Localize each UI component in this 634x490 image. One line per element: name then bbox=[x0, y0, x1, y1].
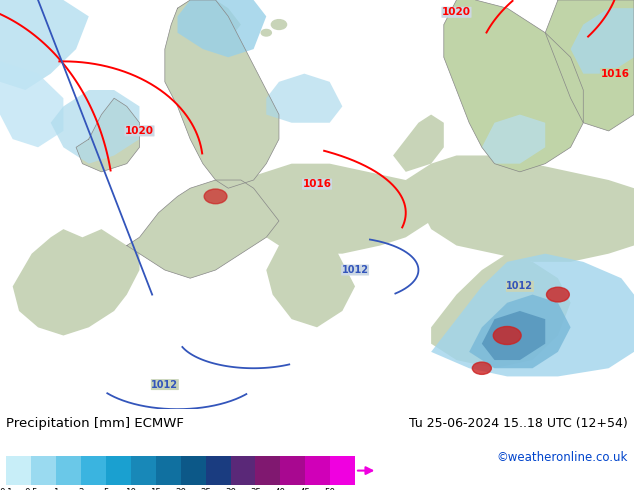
Text: 5: 5 bbox=[103, 489, 108, 490]
Bar bbox=[156, 456, 181, 485]
Polygon shape bbox=[431, 254, 571, 368]
Bar bbox=[231, 456, 256, 485]
Polygon shape bbox=[76, 98, 139, 172]
Text: 1020: 1020 bbox=[125, 126, 154, 136]
Polygon shape bbox=[482, 311, 545, 360]
Bar bbox=[305, 456, 330, 485]
Bar bbox=[6, 456, 31, 485]
Text: 1016: 1016 bbox=[600, 69, 630, 79]
Circle shape bbox=[204, 189, 227, 204]
Text: 1012: 1012 bbox=[152, 380, 178, 390]
Bar bbox=[31, 456, 56, 485]
Polygon shape bbox=[571, 8, 634, 74]
Text: ©weatheronline.co.uk: ©weatheronline.co.uk bbox=[496, 451, 628, 464]
Text: 0.5: 0.5 bbox=[25, 489, 38, 490]
Polygon shape bbox=[444, 0, 583, 172]
Circle shape bbox=[261, 29, 271, 36]
Text: Tu 25-06-2024 15..18 UTC (12+54): Tu 25-06-2024 15..18 UTC (12+54) bbox=[409, 417, 628, 430]
Polygon shape bbox=[545, 0, 634, 131]
Polygon shape bbox=[431, 254, 634, 376]
Polygon shape bbox=[165, 0, 279, 188]
Polygon shape bbox=[0, 0, 89, 90]
Text: 1016: 1016 bbox=[302, 179, 332, 189]
Bar bbox=[330, 456, 355, 485]
Bar bbox=[56, 456, 81, 485]
Bar bbox=[205, 456, 231, 485]
Text: 45: 45 bbox=[300, 489, 311, 490]
Bar bbox=[256, 456, 280, 485]
Polygon shape bbox=[178, 0, 241, 41]
Bar bbox=[106, 456, 131, 485]
Bar bbox=[280, 456, 305, 485]
Text: 0.1: 0.1 bbox=[0, 489, 13, 490]
Text: 1020: 1020 bbox=[442, 7, 471, 17]
Polygon shape bbox=[393, 115, 444, 172]
Bar bbox=[131, 456, 156, 485]
Circle shape bbox=[271, 20, 287, 29]
Polygon shape bbox=[241, 164, 431, 254]
Text: 35: 35 bbox=[250, 489, 261, 490]
Text: 1012: 1012 bbox=[342, 265, 368, 275]
Polygon shape bbox=[0, 61, 63, 147]
Text: 30: 30 bbox=[225, 489, 236, 490]
Text: 25: 25 bbox=[200, 489, 211, 490]
Polygon shape bbox=[266, 74, 342, 122]
Text: 40: 40 bbox=[275, 489, 286, 490]
Text: 10: 10 bbox=[126, 489, 136, 490]
Text: 1: 1 bbox=[53, 489, 59, 490]
Polygon shape bbox=[469, 294, 571, 368]
Circle shape bbox=[493, 326, 521, 344]
Text: Precipitation [mm] ECMWF: Precipitation [mm] ECMWF bbox=[6, 417, 184, 430]
Polygon shape bbox=[13, 229, 139, 336]
Text: 20: 20 bbox=[175, 489, 186, 490]
Bar bbox=[81, 456, 106, 485]
Polygon shape bbox=[51, 90, 139, 164]
Text: 50: 50 bbox=[325, 489, 335, 490]
Polygon shape bbox=[266, 213, 355, 327]
Bar bbox=[181, 456, 205, 485]
Polygon shape bbox=[178, 0, 266, 57]
Text: 15: 15 bbox=[150, 489, 161, 490]
Text: 2: 2 bbox=[79, 489, 84, 490]
Polygon shape bbox=[406, 155, 634, 262]
Polygon shape bbox=[482, 115, 545, 164]
Polygon shape bbox=[127, 180, 279, 278]
Text: 1012: 1012 bbox=[507, 281, 533, 292]
Circle shape bbox=[472, 362, 491, 374]
Circle shape bbox=[547, 287, 569, 302]
